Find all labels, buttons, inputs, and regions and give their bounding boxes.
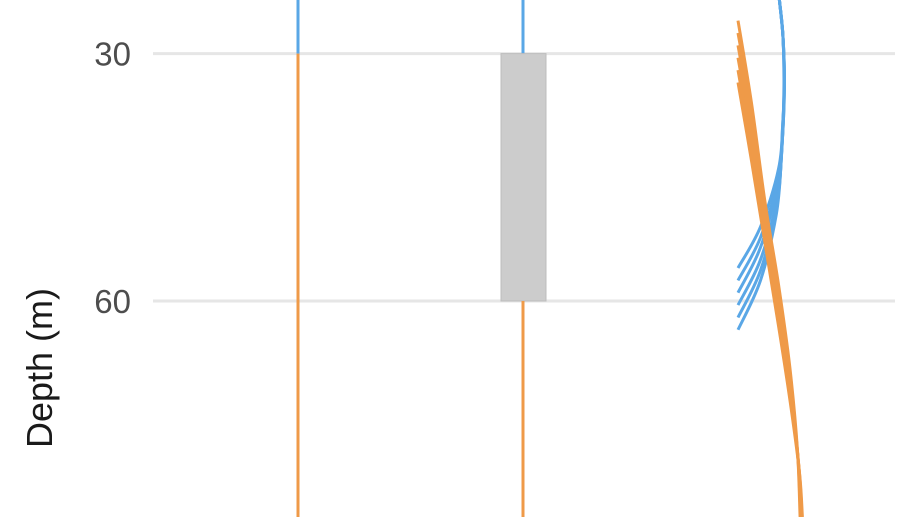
y-tick-label: 60	[94, 283, 131, 320]
lower-curve	[736, 82, 804, 517]
panel-curves	[736, 0, 804, 517]
y-tick-label: 30	[94, 36, 131, 73]
upper-curve	[736, 0, 786, 282]
range-interval-box	[500, 53, 547, 302]
y-axis-title: Depth (m)	[19, 288, 60, 448]
upper-curve	[736, 0, 786, 294]
upper-curve	[736, 0, 786, 331]
upper-curve	[736, 0, 786, 306]
y-axis-ticks: 30 60	[94, 36, 131, 320]
panel-range	[500, 0, 547, 517]
